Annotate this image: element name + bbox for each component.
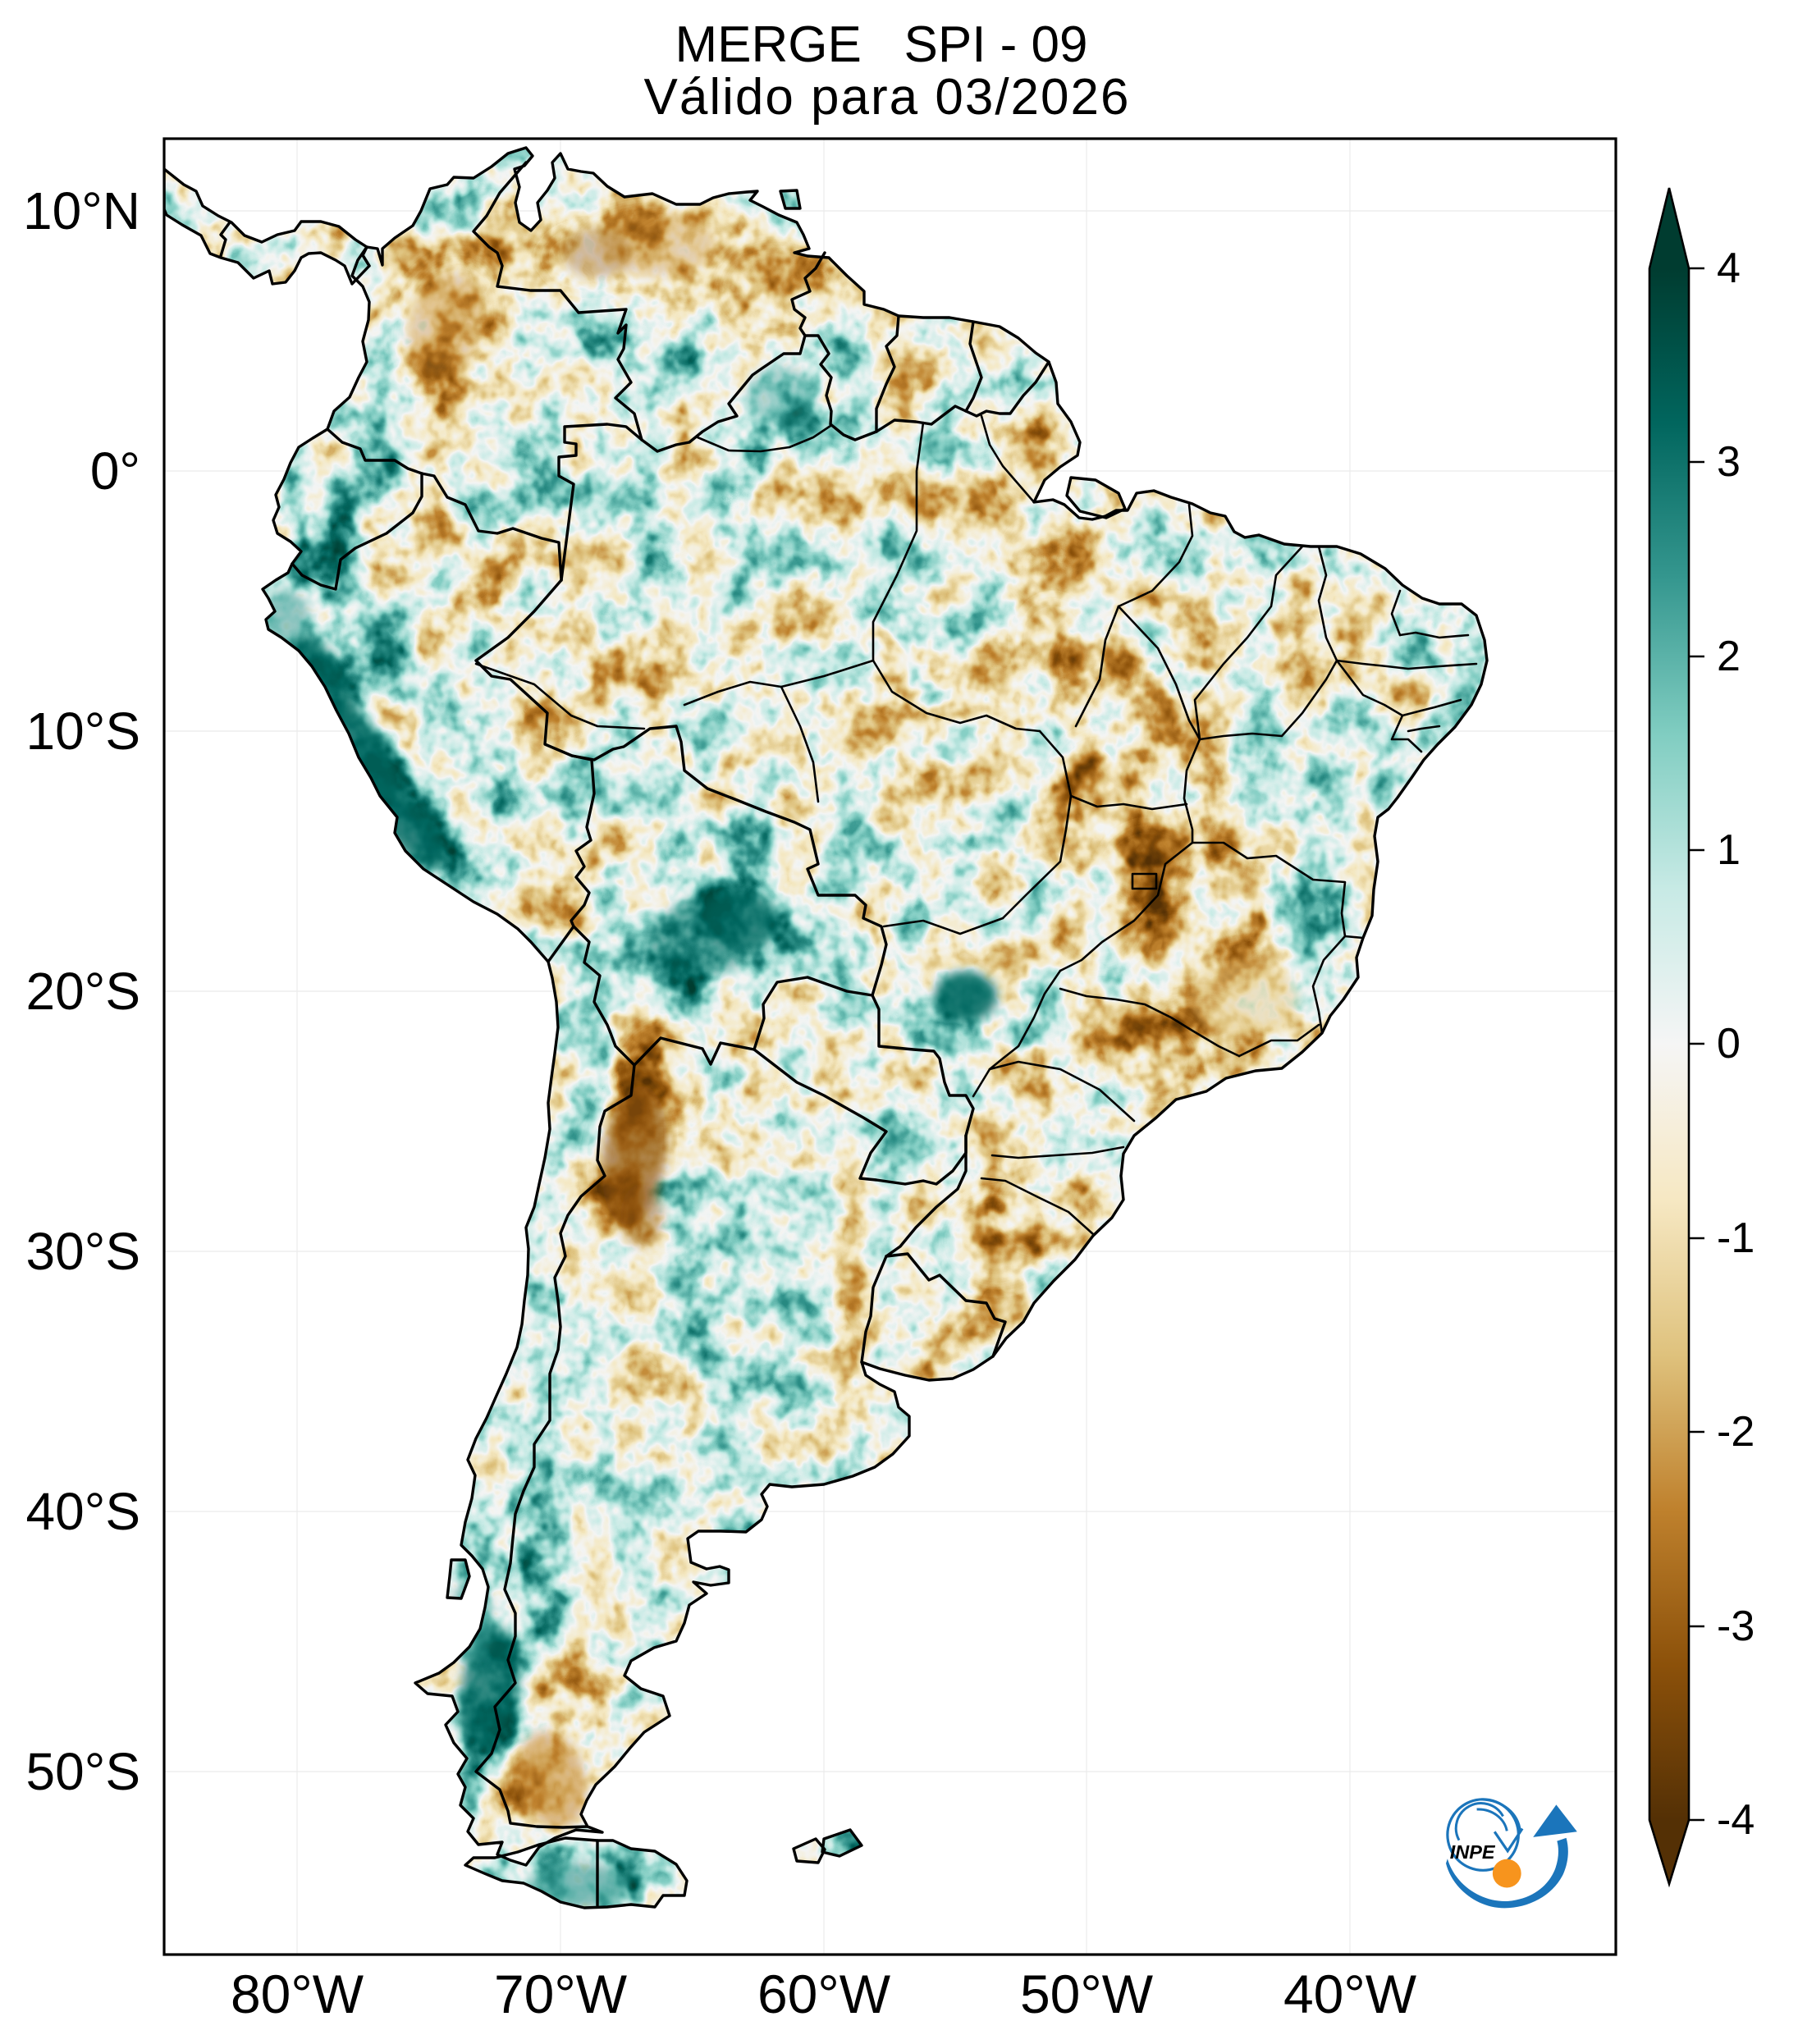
svg-text:50°W: 50°W [1020, 1964, 1154, 2024]
svg-text:3: 3 [1717, 438, 1741, 486]
svg-text:MERGE SPI - 09: MERGE SPI - 09 [675, 16, 1087, 73]
svg-text:2: 2 [1717, 633, 1741, 680]
svg-text:80°W: 80°W [231, 1964, 364, 2024]
svg-text:10°N: 10°N [23, 181, 140, 240]
svg-text:0: 0 [1717, 1020, 1741, 1068]
svg-text:-2: -2 [1717, 1408, 1755, 1456]
svg-text:4: 4 [1717, 245, 1741, 292]
svg-text:40°W: 40°W [1283, 1964, 1417, 2024]
svg-text:20°S: 20°S [26, 962, 140, 1021]
svg-text:30°S: 30°S [26, 1222, 140, 1281]
svg-text:Válido para 03/2026: Válido para 03/2026 [643, 69, 1130, 126]
svg-text:60°W: 60°W [757, 1964, 891, 2024]
svg-text:-1: -1 [1717, 1214, 1755, 1262]
svg-text:40°S: 40°S [26, 1482, 140, 1541]
svg-text:0°: 0° [90, 441, 140, 501]
svg-text:-4: -4 [1717, 1796, 1755, 1844]
svg-text:70°W: 70°W [494, 1964, 628, 2024]
svg-text:-3: -3 [1717, 1603, 1755, 1650]
svg-text:INPE: INPE [1450, 1841, 1496, 1863]
svg-text:1: 1 [1717, 826, 1741, 874]
svg-text:10°S: 10°S [26, 702, 140, 761]
svg-text:50°S: 50°S [26, 1742, 140, 1801]
